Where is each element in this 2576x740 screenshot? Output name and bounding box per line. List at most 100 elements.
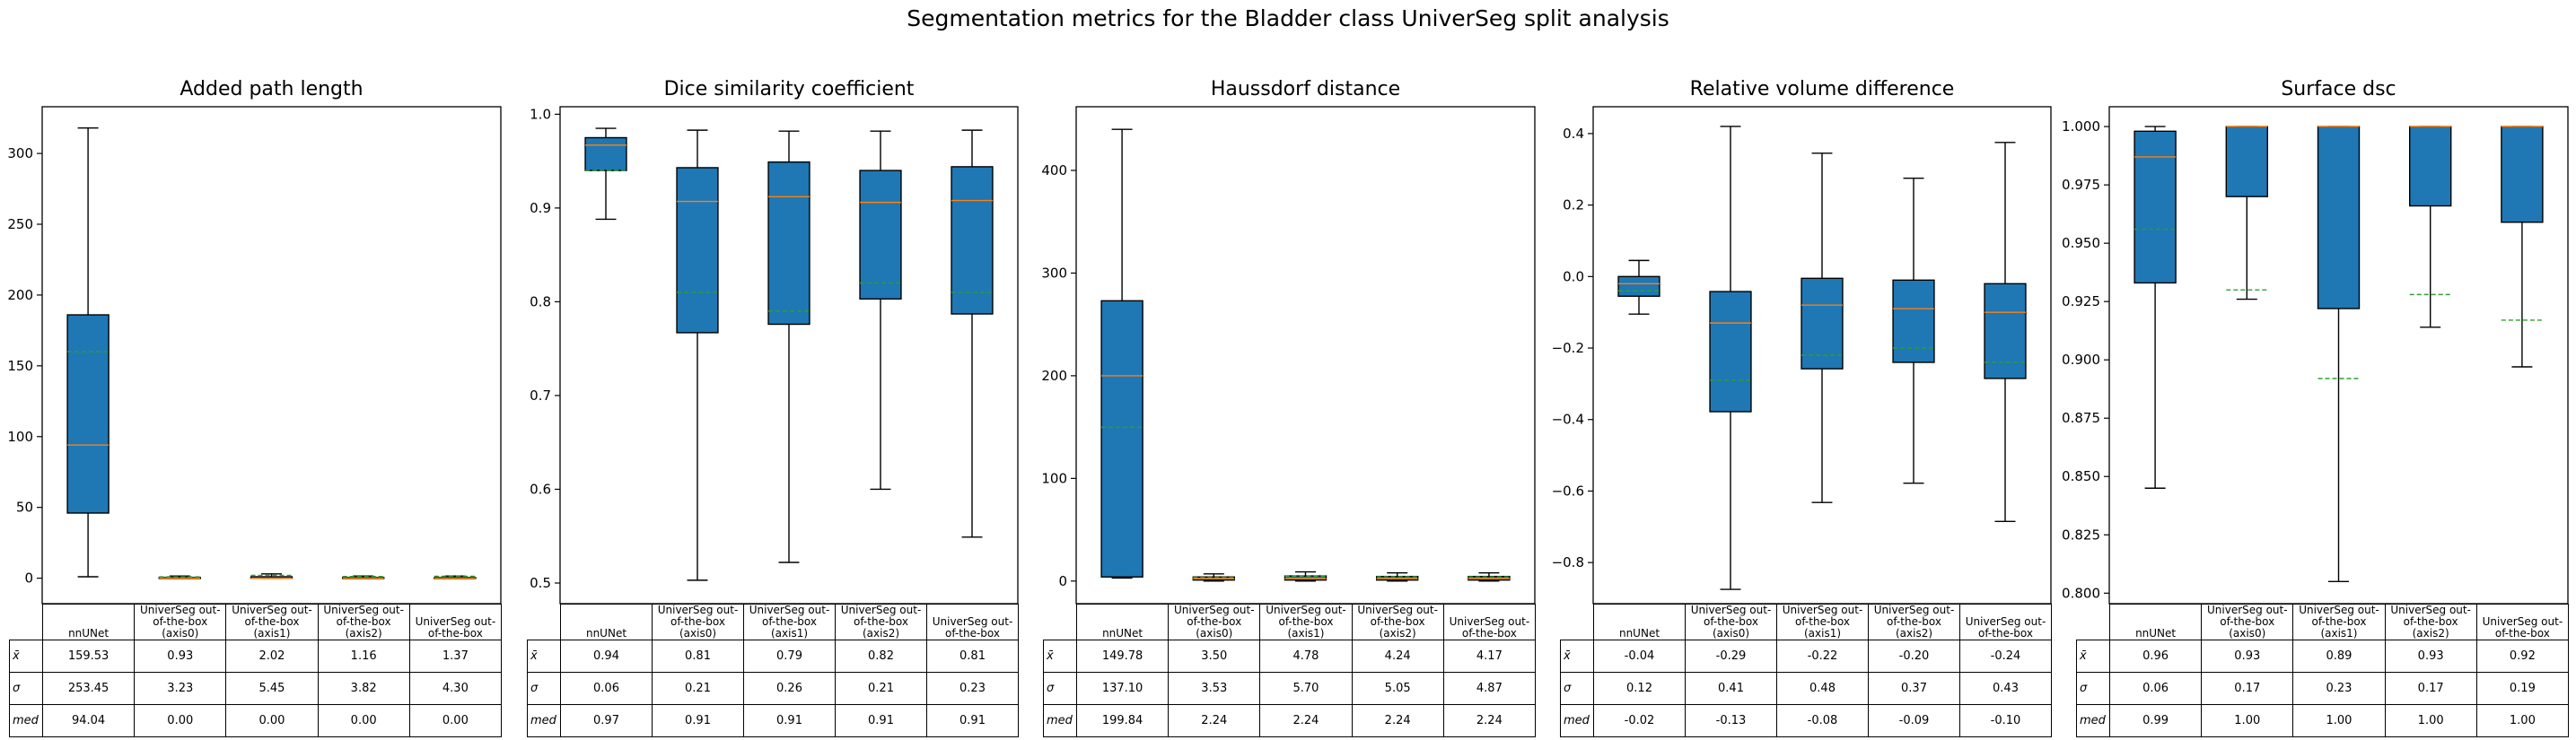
panel-surface-dsc: Surface dsc 0.800 0.825 0.850 0.875 0.900 0.9… [2062, 0, 2570, 740]
table-cell: 3.82 [317, 672, 410, 705]
panel-relative-volume-difference: Relative volume difference −0.8 −0.6 −0.4−… [1552, 0, 2053, 740]
table-row-label: σ [9, 672, 43, 705]
panel-title: Added path length [180, 78, 364, 100]
box-1 [676, 129, 719, 581]
table-cell: 0.00 [317, 704, 410, 737]
table-column-header: UniverSeg out- of-the-box (axis1) [1776, 604, 1869, 640]
table-corner [527, 604, 561, 640]
box-0 [584, 127, 627, 221]
box-4 [1468, 571, 1511, 582]
y-tick-label: 0.6 [530, 481, 551, 497]
table-cell: 0.21 [652, 672, 744, 705]
y-tick-label: 0.4 [1563, 126, 1584, 142]
stats-table: nnUNet UniverSeg out- of-the-box (axis0) U… [527, 604, 1019, 737]
table-cell: -0.02 [1593, 704, 1686, 737]
table-cell: -0.04 [1593, 640, 1686, 673]
y-tick-label: 0.2 [1563, 197, 1584, 213]
table-column-header: nnUNet [1075, 604, 1170, 640]
table-cell: 4.87 [1442, 672, 1537, 705]
table-column-header: UniverSeg out- of-the-box [926, 604, 1019, 640]
box-4 [1984, 142, 2027, 523]
table-row-label: x̄ [9, 640, 43, 673]
table-cell: 1.00 [2201, 704, 2294, 737]
table-row-label: med [2076, 704, 2110, 737]
table-cell: 5.05 [1351, 672, 1444, 705]
y-tick-label: 0.875 [2062, 410, 2100, 426]
y-tick-label: 150 [7, 358, 33, 374]
table-cell: 159.53 [41, 640, 136, 673]
y-tick-label: 0.0 [1563, 268, 1584, 284]
table-cell: 0.43 [1959, 672, 2052, 705]
table-cell: -0.20 [1868, 640, 1960, 673]
table-row: x̄ -0.04 -0.29 -0.22 -0.20 -0.24 [1560, 640, 2052, 673]
box-2 [2317, 126, 2361, 582]
table-cell: 2.24 [1442, 704, 1537, 737]
table-corner [2076, 604, 2110, 640]
table-cell: 0.81 [652, 640, 744, 673]
table-column-header: UniverSeg out- of-the-box (axis1) [743, 604, 836, 640]
y-tick-label: −0.2 [1552, 340, 1584, 356]
stats-table: nnUNet UniverSeg out- of-the-box (axis0) U… [1560, 604, 2052, 737]
iqr-box [2225, 126, 2268, 197]
iqr-box [584, 136, 627, 171]
y-tick-label: 0.850 [2062, 468, 2100, 484]
table-cell: -0.08 [1776, 704, 1869, 737]
panel-haussdorf-distance: Haussdorf distance 0 100 200 300 400 nnUNet U… [1041, 0, 1537, 740]
y-tick-label: 300 [1041, 265, 1067, 281]
y-tick-label: 300 [7, 145, 33, 161]
table-cell: 0.23 [926, 672, 1019, 705]
table-row: med 199.84 2.24 2.24 2.24 2.24 [1043, 704, 1537, 737]
table-cell: 2.02 [225, 640, 319, 673]
table-cell: 0.94 [560, 640, 653, 673]
table-cell: 0.93 [2384, 640, 2477, 673]
table-row: x̄ 0.94 0.81 0.79 0.82 0.81 [527, 640, 1019, 673]
iqr-box [2409, 126, 2452, 207]
table-row-label: med [527, 704, 561, 737]
panel-title: Relative volume difference [1689, 78, 1955, 100]
table-row-label: σ [1560, 672, 1594, 705]
table-cell: 5.45 [225, 672, 319, 705]
table-row-label: med [1043, 704, 1077, 737]
table-row: x̄ 0.96 0.93 0.89 0.93 0.92 [2076, 640, 2570, 673]
table-cell: 4.30 [408, 672, 503, 705]
box-1 [158, 575, 201, 579]
iqr-box [676, 167, 719, 334]
table-cell: 2.24 [1259, 704, 1353, 737]
table-column-header: UniverSeg out- of-the-box [408, 604, 503, 640]
table-column-header: UniverSeg out- of-the-box [1959, 604, 2052, 640]
panel-title: Dice similarity coefficient [663, 78, 915, 100]
table-corner [9, 604, 43, 640]
table-row: x̄ 149.78 3.50 4.78 4.24 4.17 [1043, 640, 1537, 673]
y-tick-label: 1.0 [530, 106, 551, 122]
table-column-header: UniverSeg out- of-the-box (axis0) [652, 604, 744, 640]
table-cell: 0.99 [2108, 704, 2203, 737]
table-column-header: UniverSeg out- of-the-box (axis2) [1351, 604, 1444, 640]
table-cell: 0.92 [2475, 640, 2570, 673]
table-cell: 137.10 [1075, 672, 1170, 705]
box-4 [2501, 126, 2544, 368]
table-cell: 0.91 [743, 704, 836, 737]
table-cell: 0.93 [134, 640, 227, 673]
table-cell: 253.45 [41, 672, 136, 705]
axes-frame [41, 106, 502, 605]
table-cell: 0.06 [2108, 672, 2203, 705]
table-cell: 0.06 [560, 672, 653, 705]
table-cell: 0.48 [1776, 672, 1869, 705]
box-4 [434, 575, 477, 579]
table-column-header: UniverSeg out- of-the-box (axis0) [1685, 604, 1777, 640]
table-column-header: nnUNet [1593, 604, 1686, 640]
y-tick-label: 0.5 [530, 575, 551, 591]
table-row: σ 253.45 3.23 5.45 3.82 4.30 [9, 672, 503, 705]
table-row-label: σ [1043, 672, 1077, 705]
table-cell: 0.26 [743, 672, 836, 705]
y-tick-label: −0.8 [1552, 554, 1584, 570]
boxplot: 0.800 0.825 0.850 0.875 0.900 0.925 0.950 0.975… [2062, 106, 2569, 605]
table-column-header: UniverSeg out- of-the-box (axis2) [1868, 604, 1960, 640]
y-tick-label: 0.925 [2062, 293, 2100, 309]
table-row: med 94.04 0.00 0.00 0.00 0.00 [9, 704, 503, 737]
box-0 [66, 126, 110, 578]
table-cell: 199.84 [1075, 704, 1170, 737]
y-tick-label: 0.7 [530, 387, 551, 404]
y-tick-label: −0.4 [1552, 412, 1584, 428]
table-cell: 2.24 [1351, 704, 1444, 737]
